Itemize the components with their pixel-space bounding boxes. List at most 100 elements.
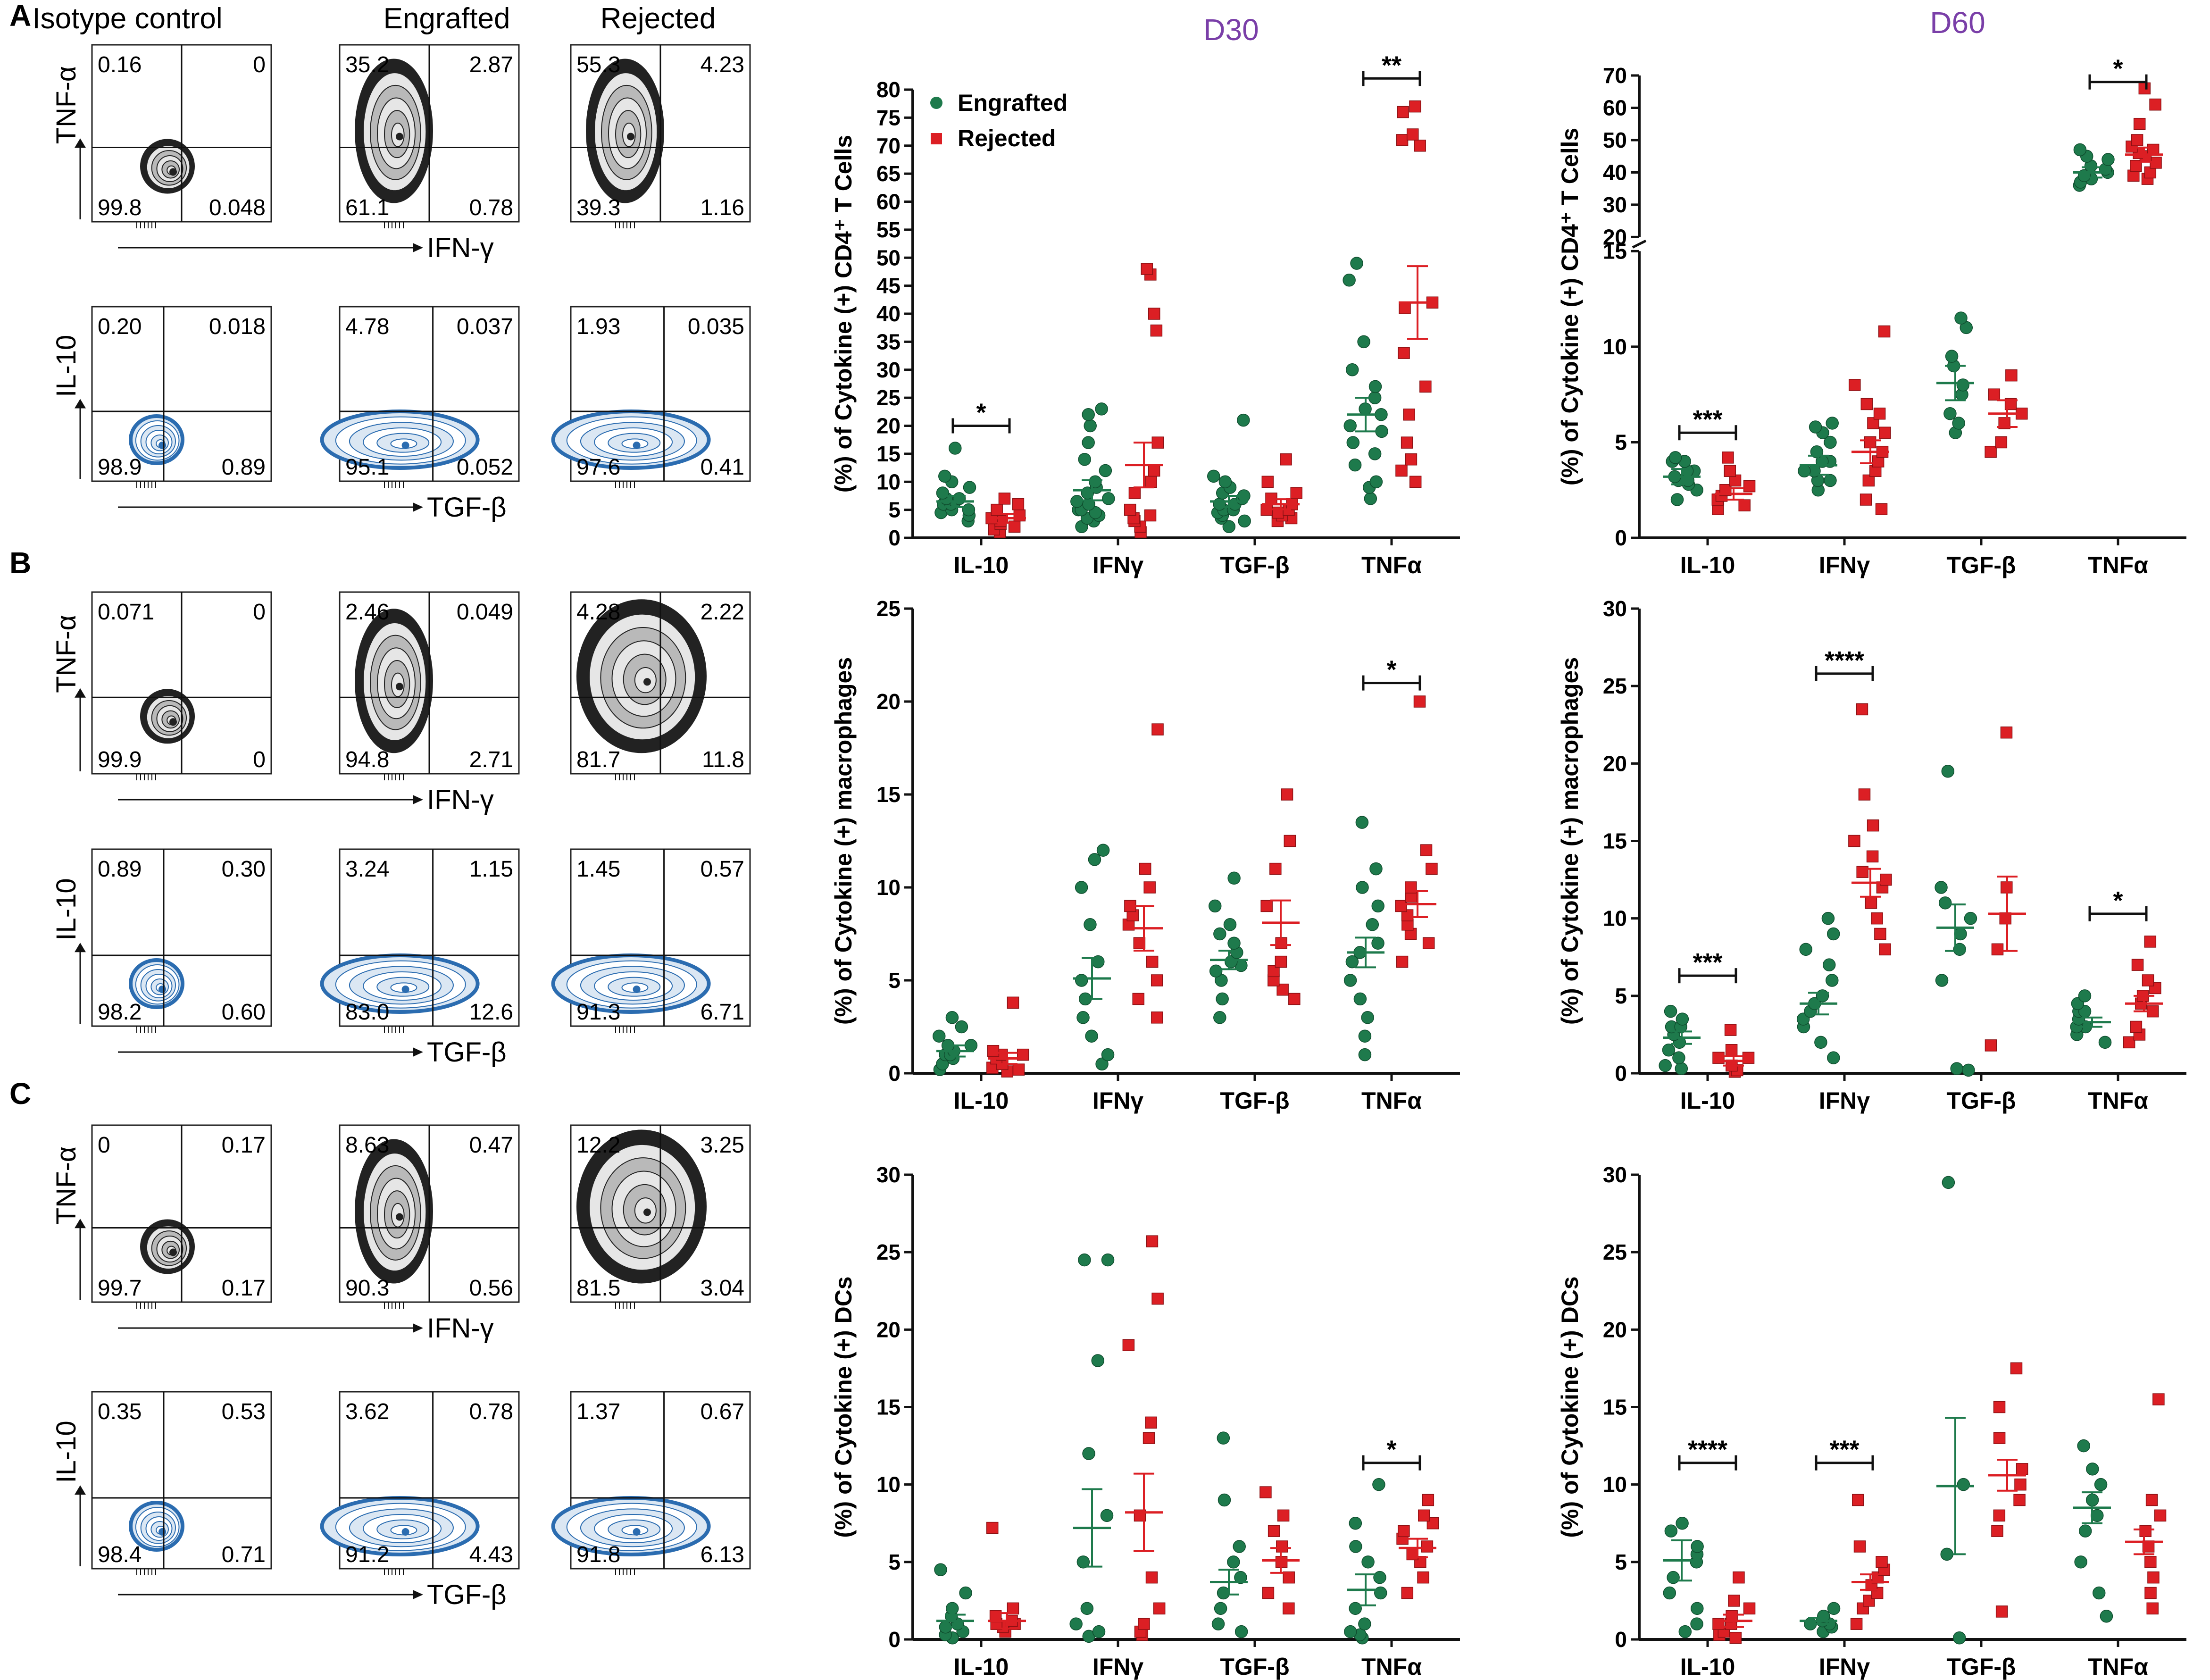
flow-quadrant-upper-left: 0.071	[98, 600, 154, 625]
point-rejected	[1993, 1432, 2006, 1444]
flow-quadrant-lower-left: 95.1	[345, 455, 389, 480]
point-engrafted	[1227, 1555, 1240, 1569]
point-rejected	[2138, 82, 2151, 95]
point-engrafted	[1668, 451, 1682, 464]
point-engrafted	[1070, 495, 1084, 508]
y-tick-label: 0	[1615, 1627, 1627, 1652]
point-rejected	[1852, 1494, 1864, 1506]
point-engrafted	[1091, 1354, 1104, 1367]
point-rejected	[1132, 993, 1145, 1005]
y-tick-label: 0	[1615, 1061, 1627, 1086]
y-tick-label: 35	[876, 329, 901, 354]
point-engrafted	[1075, 881, 1088, 894]
y-tick-label: 25	[1603, 1240, 1627, 1264]
point-engrafted	[1814, 1036, 1827, 1049]
point-rejected	[1151, 723, 1164, 736]
point-engrafted	[934, 1563, 947, 1576]
flow-quadrant-lower-right: 12.6	[469, 1000, 513, 1025]
point-engrafted	[1095, 1057, 1109, 1071]
point-rejected	[1148, 308, 1160, 320]
point-rejected	[1283, 1602, 1295, 1615]
point-engrafted	[1826, 417, 1839, 430]
flow-quadrant-lower-left: 83.0	[345, 1000, 389, 1025]
point-rejected	[2150, 157, 2162, 169]
point-engrafted	[1209, 964, 1223, 978]
point-engrafted	[1349, 1517, 1362, 1530]
flow-x-arrowhead	[413, 1323, 423, 1333]
point-rejected	[1151, 1292, 1164, 1305]
point-rejected	[1397, 106, 1409, 118]
point-engrafted	[1678, 1625, 1692, 1638]
y-tick-label: 75	[876, 105, 901, 130]
y-axis-title: (%) of Cytokine (+) macrophages	[1557, 657, 1583, 1025]
flow-x-label: IFN-γ	[427, 785, 494, 815]
point-engrafted	[1822, 958, 1836, 971]
x-tick-label: IL-10	[954, 1087, 1009, 1114]
y-tick-label: 10	[876, 875, 901, 900]
flow-contour-core	[633, 986, 641, 993]
y-tick-label: 30	[876, 358, 901, 382]
y-tick-label: 40	[876, 301, 901, 326]
point-engrafted	[1213, 498, 1226, 511]
point-rejected	[1280, 453, 1292, 466]
flow-quadrant-lower-left: 98.4	[98, 1542, 142, 1567]
y-tick-label: 15	[876, 1395, 901, 1420]
panel-label: A	[9, 0, 31, 33]
y-tick-label: 65	[876, 161, 901, 186]
point-rejected	[1145, 476, 1157, 488]
point-engrafted	[1343, 974, 1357, 987]
flow-contour-core	[396, 683, 403, 691]
point-engrafted	[1095, 402, 1108, 416]
point-engrafted	[1214, 1602, 1227, 1615]
point-engrafted	[1662, 1044, 1676, 1057]
point-rejected	[1724, 465, 1736, 477]
timepoint-d60: D60	[1930, 6, 1985, 40]
x-tick-label: TGF-β	[1946, 1654, 2016, 1680]
flow-quadrant-lower-left: 98.2	[98, 1000, 142, 1025]
flow-contour-core	[633, 1528, 641, 1536]
flow-plot: 0 0.17 99.7 0.17	[91, 1124, 272, 1309]
y-tick-label: 70	[876, 134, 901, 158]
flow-quadrant-upper-left: 1.45	[576, 857, 620, 882]
point-rejected	[1141, 263, 1153, 275]
axis-break-mark	[1632, 240, 1647, 249]
point-rejected	[1276, 1540, 1288, 1553]
point-rejected	[1260, 900, 1273, 912]
flow-quadrant-upper-right: 4.23	[701, 52, 744, 77]
point-rejected	[2005, 369, 2018, 382]
col-label-engrafted: Engrafted	[384, 2, 510, 35]
point-rejected	[1128, 487, 1141, 499]
flow-plot: 3.24 1.15 83.0 12.6	[320, 848, 520, 1033]
y-axis-title: (%) of Cytokine (+) DCs	[830, 1276, 857, 1538]
point-engrafted	[1234, 1625, 1248, 1638]
point-rejected	[1733, 1571, 1745, 1584]
flow-quadrant-upper-left: 12.2	[576, 1133, 620, 1158]
point-engrafted	[1941, 765, 1955, 778]
point-rejected	[1396, 955, 1409, 968]
y-tick-label: 15	[876, 782, 901, 807]
point-engrafted	[1207, 469, 1220, 483]
point-engrafted	[1345, 955, 1359, 969]
point-engrafted	[2100, 1610, 2113, 1623]
point-rejected	[1288, 993, 1301, 1005]
point-rejected	[2145, 1494, 2158, 1506]
y-tick-label: 50	[1603, 128, 1627, 152]
y-tick-label: 5	[888, 968, 901, 993]
point-rejected	[1413, 695, 1426, 708]
point-engrafted	[932, 1029, 946, 1043]
flow-quadrant-lower-left: 61.1	[345, 195, 389, 220]
x-tick-label: IFNγ	[1819, 1654, 1870, 1680]
flow-x-label: TGF-β	[427, 492, 507, 523]
point-engrafted	[1950, 1062, 1963, 1075]
point-rejected	[1873, 407, 1886, 420]
point-engrafted	[1826, 974, 1839, 987]
flow-plot: 35.2 2.87 61.1 0.78	[339, 44, 520, 228]
point-rejected	[2016, 1463, 2028, 1475]
y-tick-label: 60	[876, 190, 901, 214]
x-tick-label: IFNγ	[1092, 1087, 1144, 1114]
flow-quadrant-upper-left: 0	[98, 1133, 110, 1158]
point-rejected	[1865, 897, 1877, 909]
flow-quadrant-upper-right: 0.17	[222, 1133, 266, 1158]
point-rejected	[1879, 943, 1891, 956]
